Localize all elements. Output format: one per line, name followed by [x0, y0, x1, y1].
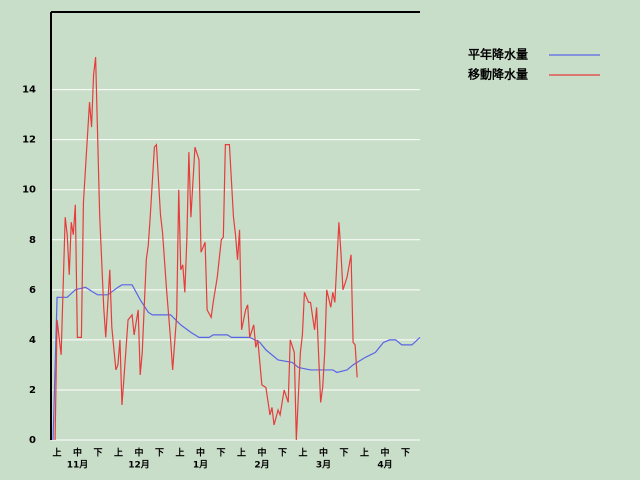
month-label: 4月 [377, 460, 392, 471]
series-line [52, 284, 421, 441]
x-tick-label: 中 [134, 447, 143, 459]
month-label: 1月 [193, 460, 208, 471]
x-tick-label: 上 [237, 447, 246, 459]
y-tick-label: 4 [29, 335, 36, 346]
x-tick-label: 中 [73, 447, 82, 459]
y-tick-label: 8 [29, 235, 36, 246]
month-label: 2月 [254, 460, 269, 471]
month-label: 12月 [128, 460, 150, 471]
month-label: 11月 [67, 460, 89, 471]
legend-label: 移動降水量 [468, 67, 528, 82]
y-tick-label: 12 [22, 135, 36, 146]
x-tick-label: 中 [319, 447, 328, 459]
y-tick-label: 6 [29, 285, 36, 296]
x-tick-label: 上 [298, 447, 307, 459]
legend-label: 平年降水量 [468, 47, 528, 62]
x-tick-label: 下 [216, 448, 225, 459]
y-tick-label: 0 [29, 435, 36, 446]
x-tick-label: 下 [401, 448, 410, 459]
x-tick-label: 下 [155, 448, 164, 459]
x-tick-label: 上 [52, 447, 61, 459]
x-tick-label: 下 [93, 448, 102, 459]
x-tick-label: 中 [257, 447, 266, 459]
y-tick-label: 14 [22, 85, 36, 96]
x-tick-label: 上 [175, 447, 184, 459]
x-tick-label: 上 [360, 447, 369, 459]
y-tick-label: 2 [29, 385, 36, 396]
series-line [54, 56, 358, 441]
y-tick-label: 10 [22, 185, 36, 196]
x-tick-label: 中 [380, 447, 389, 459]
x-tick-label: 中 [196, 447, 205, 459]
month-label: 3月 [316, 460, 331, 471]
x-tick-label: 下 [278, 448, 287, 459]
x-tick-label: 上 [114, 447, 123, 459]
x-tick-label: 下 [339, 448, 348, 459]
